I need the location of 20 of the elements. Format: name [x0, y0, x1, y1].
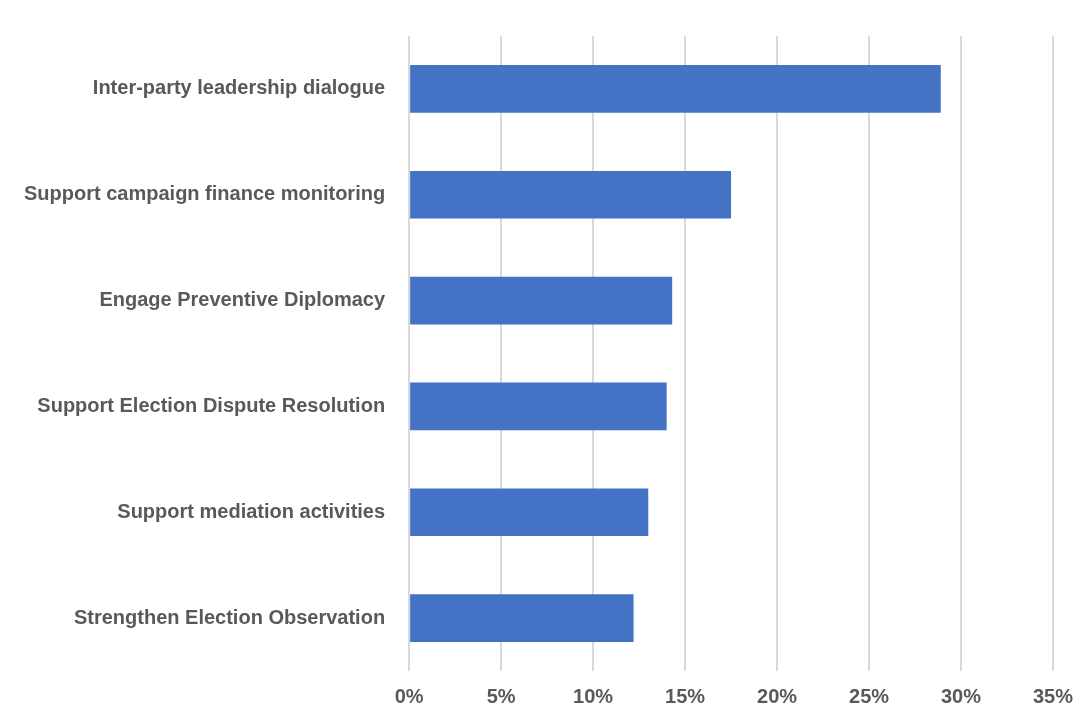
y-tick-label: Strengthen Election Observation	[73, 605, 386, 628]
y-tick-label: Support Election Dispute Resolution	[37, 393, 386, 416]
bar	[410, 488, 649, 537]
y-tick-label: Support mediation activities	[117, 499, 386, 522]
x-tick-label: 20%	[757, 684, 798, 707]
x-tick-label: 10%	[573, 684, 614, 707]
bar	[410, 382, 667, 431]
x-tick-label: 15%	[665, 684, 706, 707]
y-tick-label: Inter-party leadership dialogue	[92, 76, 386, 99]
x-tick-label: 25%	[849, 684, 890, 707]
x-tick-label: 5%	[486, 684, 516, 707]
x-tick-label: 30%	[940, 684, 982, 707]
bar	[410, 170, 732, 219]
x-tick-label: 35%	[1032, 684, 1074, 707]
y-tick-label: Engage Preventive Diplomacy	[99, 288, 386, 311]
bar	[410, 594, 634, 642]
bar	[410, 276, 673, 325]
x-tick-label: 0%	[394, 684, 424, 707]
bar	[410, 65, 941, 113]
y-tick-label: Support campaign finance monitoring	[24, 182, 386, 205]
